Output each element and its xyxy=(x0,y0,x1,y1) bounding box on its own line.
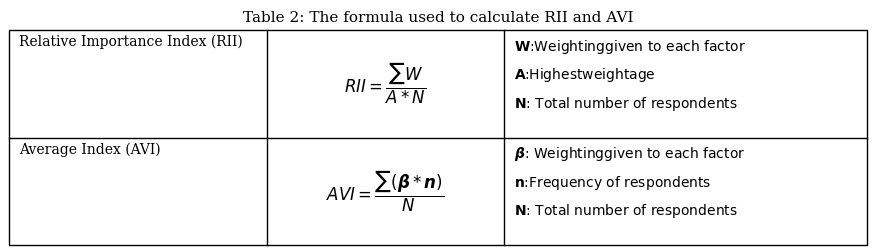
Text: Average Index (AVI): Average Index (AVI) xyxy=(19,142,161,157)
Text: $\boldsymbol{\beta}$: Weightinggiven to each factor: $\boldsymbol{\beta}$: Weightinggiven to … xyxy=(514,146,745,164)
Text: $\mathbf{A}$:Highestweightage: $\mathbf{A}$:Highestweightage xyxy=(514,66,656,84)
Text: $\mathit{AVI} = \dfrac{\sum(\boldsymbol{\beta} * \boldsymbol{n})}{N}$: $\mathit{AVI} = \dfrac{\sum(\boldsymbol{… xyxy=(326,169,445,214)
Text: $\mathbf{n}$:Frequency of respondents: $\mathbf{n}$:Frequency of respondents xyxy=(514,174,711,192)
Text: $\mathbf{W}$:Weightinggiven to each factor: $\mathbf{W}$:Weightinggiven to each fact… xyxy=(514,38,746,56)
Text: Table 2: The formula used to calculate RII and AVI: Table 2: The formula used to calculate R… xyxy=(243,11,633,25)
Text: $\mathbf{N}$: Total number of respondents: $\mathbf{N}$: Total number of respondent… xyxy=(514,202,738,220)
Text: $\mathit{RII} = \dfrac{\sum W}{A * N}$: $\mathit{RII} = \dfrac{\sum W}{A * N}$ xyxy=(344,61,427,106)
Bar xyxy=(9,30,867,245)
Text: Relative Importance Index (RII): Relative Importance Index (RII) xyxy=(19,35,243,50)
Text: $\mathbf{N}$: Total number of respondents: $\mathbf{N}$: Total number of respondent… xyxy=(514,94,738,112)
